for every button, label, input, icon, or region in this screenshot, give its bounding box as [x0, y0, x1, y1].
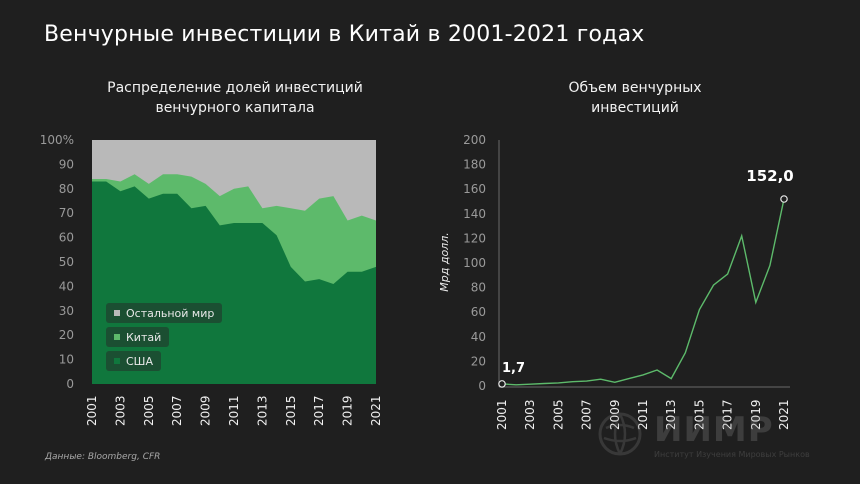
- volume-y-tick: 20: [471, 354, 486, 368]
- volume-y-tick: 0: [478, 379, 486, 393]
- volume-y-label: Мрд долл.: [438, 232, 451, 291]
- share-y-tick: 20: [59, 328, 74, 342]
- share-x-tick: 2017: [312, 395, 326, 426]
- share-x-tick: 2007: [170, 395, 184, 426]
- page-title: Венчурные инвестиции в Китай в 2001-2021…: [44, 22, 645, 47]
- share-y-tick: 40: [59, 279, 74, 293]
- volume-y-tick: 180: [463, 158, 486, 172]
- legend-usa-swatch: [114, 358, 120, 364]
- volume-x-tick: 2021: [777, 399, 791, 430]
- volume-line: [501, 198, 785, 386]
- share-x-tick: 2013: [255, 395, 269, 426]
- logo-name: ИИМР: [654, 410, 774, 450]
- volume-point: [780, 195, 788, 203]
- volume-x-tick: 2001: [495, 399, 509, 430]
- volume-y-tick: 120: [463, 231, 486, 245]
- logo-subtitle: Институт Изучения Мировых Рынков: [654, 450, 810, 459]
- legend-usa-label: США: [126, 354, 153, 368]
- share-y-tick: 0: [66, 377, 74, 391]
- volume-y-tick: 160: [463, 182, 486, 196]
- volume-y-tick: 140: [463, 207, 486, 221]
- share-chart-title: Распределение долей инвестиций венчурног…: [107, 80, 363, 116]
- logo: ИИМР Институт Изучения Мировых Рынков: [598, 408, 838, 464]
- share-y-tick: 70: [59, 206, 74, 220]
- share-y-tick: 100%: [40, 133, 74, 147]
- legend-rest-swatch: [114, 310, 120, 316]
- volume-x-tick: 2005: [551, 399, 565, 430]
- share-y-tick: 80: [59, 182, 74, 196]
- legend-rest: Остальной мир: [106, 303, 223, 323]
- share-x-tick: 2019: [341, 395, 355, 426]
- globe-icon: [598, 412, 642, 456]
- volume-point: [498, 380, 506, 388]
- share-y-tick: 60: [59, 231, 74, 245]
- legend-china-swatch: [114, 334, 120, 340]
- data-source: Данные: Bloomberg, CFR: [45, 452, 161, 462]
- share-x-tick: 2003: [113, 395, 127, 426]
- share-x-tick: 2011: [227, 395, 241, 426]
- legend-usa: США: [106, 351, 161, 371]
- volume-data-label: 1,7: [502, 361, 525, 376]
- share-x-tick: 2009: [199, 395, 213, 426]
- volume-x-tick: 2015: [692, 399, 706, 430]
- share-x-tick: 2001: [85, 395, 99, 426]
- volume-x-tick: 2019: [749, 399, 763, 430]
- volume-y-tick: 60: [471, 305, 486, 319]
- legend-china: Китай: [106, 327, 170, 347]
- share-x-tick: 2021: [369, 395, 383, 426]
- volume-x-tick: 2003: [523, 399, 537, 430]
- legend-rest-label: Остальной мир: [126, 306, 215, 320]
- volume-x-tick: 2009: [608, 399, 622, 430]
- share-y-tick: 90: [59, 157, 74, 171]
- volume-y-tick: 200: [463, 133, 486, 147]
- share-y-tick: 50: [59, 255, 74, 269]
- volume-x-tick: 2011: [636, 399, 650, 430]
- share-y-tick: 10: [59, 353, 74, 367]
- volume-data-label: 152,0: [746, 167, 793, 185]
- volume-chart-title: Объем венчурных инвестиций: [568, 80, 702, 116]
- legend-china-label: Китай: [126, 330, 162, 344]
- volume-y-tick: 40: [471, 330, 486, 344]
- volume-y-tick: 80: [471, 281, 486, 295]
- volume-y-tick: 100: [463, 256, 486, 270]
- share-x-tick: 2015: [284, 395, 298, 426]
- volume-x-tick: 2017: [721, 399, 735, 430]
- volume-x-tick: 2007: [580, 399, 594, 430]
- share-y-tick: 30: [59, 304, 74, 318]
- share-x-tick: 2005: [142, 395, 156, 426]
- volume-x-tick: 2013: [664, 399, 678, 430]
